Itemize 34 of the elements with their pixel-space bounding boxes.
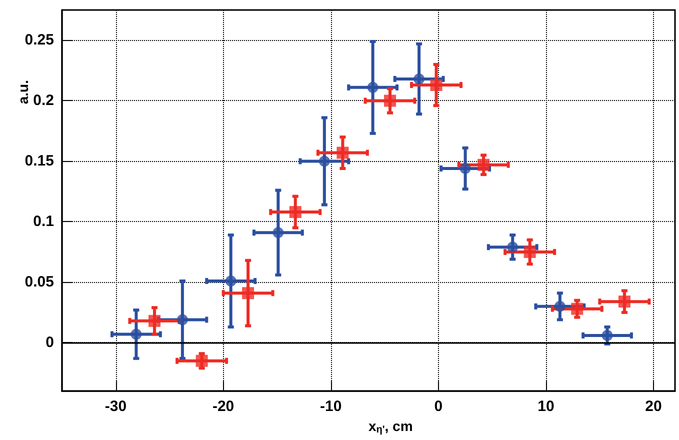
point: [225, 276, 236, 286]
x-tick-label: 0: [434, 398, 443, 416]
point: [554, 300, 566, 312]
point: [478, 158, 490, 171]
point: [524, 246, 536, 258]
point: [384, 94, 396, 107]
point: [507, 242, 518, 253]
x-tick-label: -30: [104, 398, 127, 416]
y-tick-label: 0.2: [33, 92, 54, 110]
y-axis-title: a.u.: [15, 80, 31, 104]
point: [336, 146, 349, 159]
point: [414, 73, 425, 84]
point: [196, 354, 208, 367]
point: [602, 330, 613, 341]
x-tick-label: 20: [645, 398, 662, 416]
y-tick-label: 0: [46, 334, 54, 352]
x-tick-label: -20: [212, 398, 234, 416]
x-tick-label: -10: [320, 398, 342, 416]
point: [430, 79, 442, 92]
point: [242, 287, 254, 300]
point: [289, 206, 302, 218]
point: [318, 156, 330, 167]
point: [148, 314, 160, 327]
point: [130, 328, 142, 340]
y-tick-label: 0.25: [24, 32, 54, 49]
point: [571, 302, 584, 315]
point: [367, 82, 378, 93]
point: [460, 162, 471, 174]
point: [272, 227, 284, 238]
y-tick-label: 0.05: [24, 274, 54, 291]
x-tick-label: 10: [538, 398, 554, 416]
point: [618, 296, 630, 308]
y-tick-label: 0.15: [24, 152, 54, 170]
y-tick-label: 0.1: [33, 213, 54, 230]
